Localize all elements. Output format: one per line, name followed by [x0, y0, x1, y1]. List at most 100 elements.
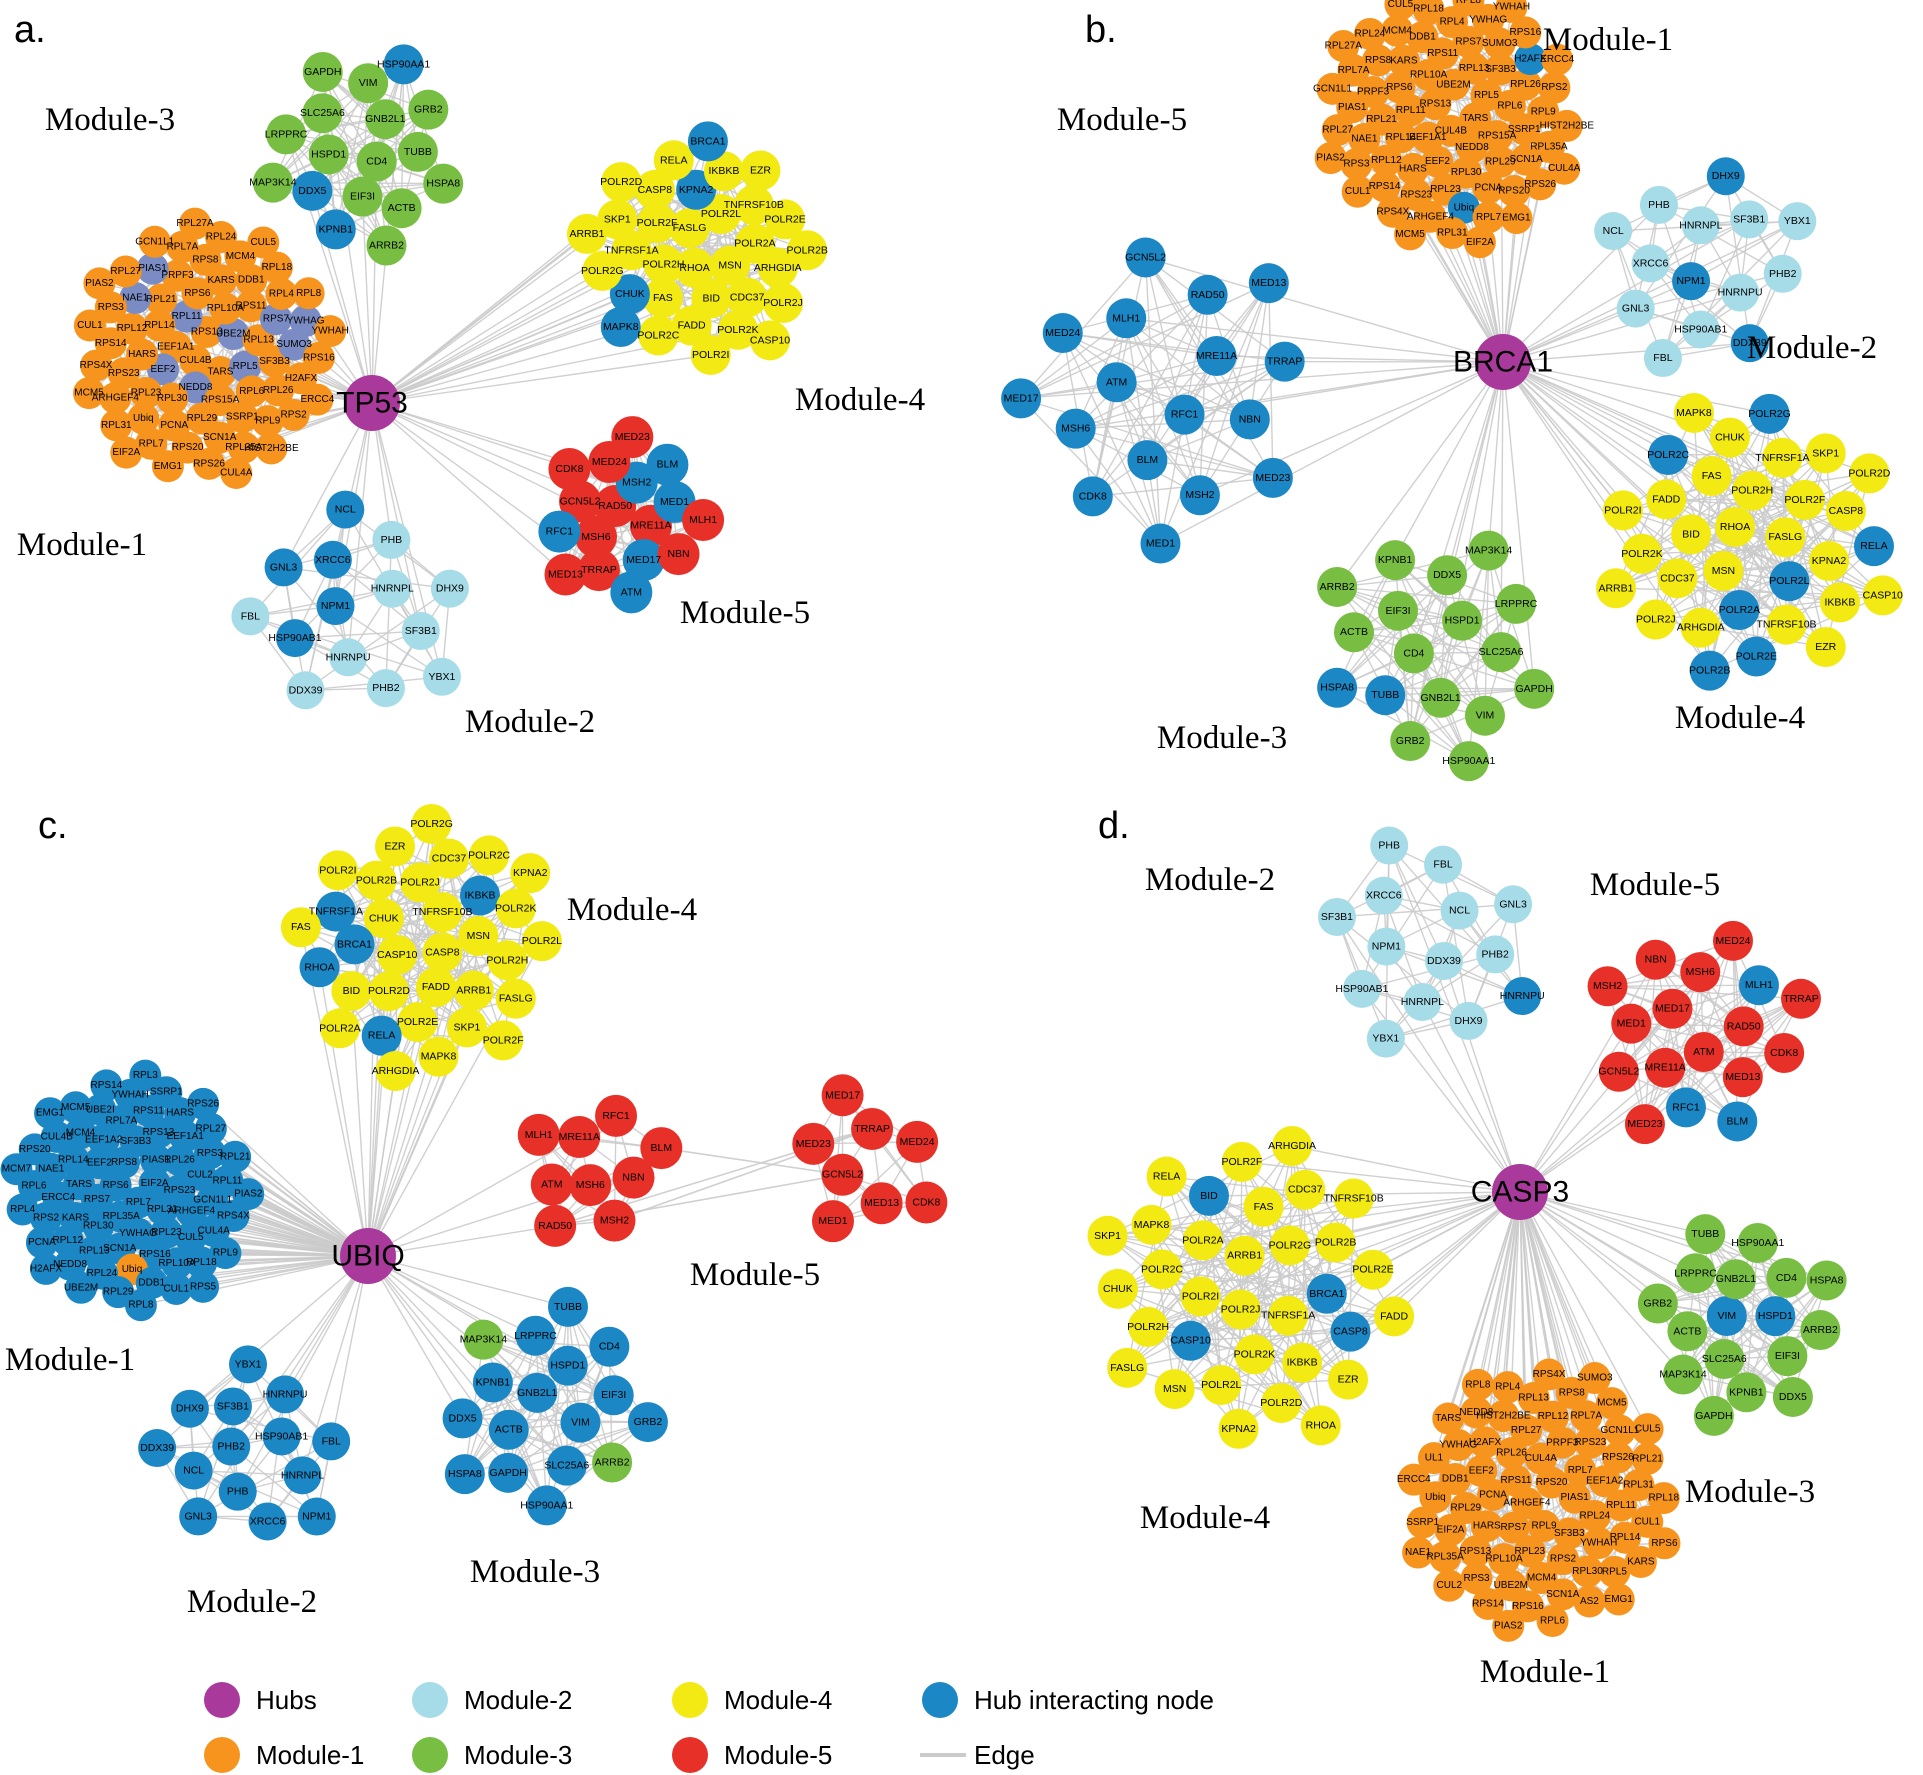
module-label-b-module5: Module-5 — [1057, 102, 1187, 138]
edge — [283, 566, 450, 590]
node-label-HSPA8: HSPA8 — [1810, 1274, 1844, 1286]
node-DDB1 — [1406, 21, 1439, 54]
node-label-TNFRSF10B: TNFRSF10B — [1324, 1192, 1384, 1204]
node-label-RPS11: RPS11 — [133, 1105, 164, 1116]
node-label-RPS23: RPS23 — [108, 368, 140, 379]
node-PCNA — [1472, 171, 1505, 204]
node-IKBKB — [1282, 1342, 1323, 1383]
node-label-CASP10: CASP10 — [750, 334, 790, 346]
node-RPL10A — [209, 292, 242, 325]
edge — [1409, 550, 1490, 742]
node-RPS4X — [1376, 195, 1409, 228]
node-label-POLR2B: POLR2B — [1689, 665, 1730, 677]
node-label-NEDD8: NEDD8 — [1455, 142, 1489, 153]
node-DDX5 — [292, 170, 333, 211]
node-SCN1A — [203, 421, 236, 454]
node-label-RPL29: RPL29 — [1485, 156, 1516, 167]
node-label-GCN1L1: GCN1L1 — [1313, 83, 1352, 94]
node-label-EEF1A1: EEF1A1 — [157, 341, 195, 352]
node-HARS — [1470, 1510, 1503, 1543]
legend-label-edge: Edge — [974, 1740, 1035, 1770]
node-RPS20 — [1498, 175, 1531, 208]
node-label-TRRAP: TRRAP — [581, 564, 617, 576]
node-TNFRSF1A — [611, 230, 652, 271]
node-RPL31 — [100, 409, 133, 442]
node-label-EEF1A2: EEF1A2 — [85, 1134, 123, 1145]
node-label-MED23: MED23 — [1255, 472, 1290, 484]
node-label-GCN1L1: GCN1L1 — [1600, 1425, 1639, 1436]
node-label-EEF1A1: EEF1A1 — [167, 1131, 205, 1142]
node-label-TRRAP: TRRAP — [854, 1123, 890, 1135]
node-ERCC4 — [1541, 43, 1574, 76]
node-label-UBE2M: UBE2M — [1494, 1580, 1528, 1591]
hub-edge — [1502, 291, 1741, 363]
module-label-d-module3: Module-3 — [1685, 1474, 1815, 1510]
node-HNRNPL — [283, 1456, 322, 1495]
node-RPL10A — [1488, 1543, 1521, 1576]
node-label-MSH2: MSH2 — [622, 477, 651, 489]
node-label-RPL10A: RPL10A — [158, 1258, 196, 1269]
node-label-RPS8: RPS8 — [1365, 55, 1392, 66]
node-HIST2H2BE — [1550, 109, 1583, 142]
node-label-POLR2D: POLR2D — [1848, 467, 1890, 479]
node-CDK8 — [548, 448, 591, 491]
node-FASLG — [669, 208, 710, 249]
module-label-b-module1: Module-1 — [1543, 22, 1673, 58]
node-label-SKP1: SKP1 — [604, 213, 631, 225]
node-NAE1 — [1348, 123, 1381, 156]
node-FAS — [1243, 1186, 1284, 1227]
node-label-POLR2L: POLR2L — [522, 935, 562, 947]
node-HNRNPL — [1681, 206, 1720, 245]
node-RFC1 — [595, 1094, 638, 1137]
node-label-MED1: MED1 — [1617, 1018, 1646, 1030]
node-EEF2 — [1465, 1455, 1498, 1488]
node-EZR — [1328, 1359, 1369, 1400]
node-label-RPL7: RPL7 — [126, 1197, 151, 1208]
node-POLR2L — [1769, 561, 1810, 602]
node-MCM5 — [59, 1091, 92, 1124]
node-label-RPL9: RPL9 — [1532, 1521, 1557, 1532]
node-label-POLR2I: POLR2I — [1604, 504, 1641, 516]
node-label-MCM7: MCM7 — [2, 1164, 32, 1175]
node-label-PHB2: PHB2 — [1769, 268, 1797, 280]
node-label-MSN: MSN — [467, 930, 490, 942]
node-label-HSPA8: HSPA8 — [448, 1468, 482, 1480]
node-MED23 — [1252, 457, 1293, 498]
node-label-PRPF3: PRPF3 — [161, 270, 194, 281]
node-GNB2L1 — [1420, 677, 1461, 718]
node-TRRAP — [577, 549, 620, 592]
node-POLR2L — [521, 921, 562, 962]
node-label-HSP90AB1: HSP90AB1 — [1674, 324, 1727, 336]
node-RPL5 — [1598, 1555, 1631, 1588]
node-label-CD4: CD4 — [1776, 1272, 1797, 1284]
node-FAS — [1691, 456, 1732, 497]
node-CUL2 — [1433, 1569, 1466, 1602]
node-label-UBE2I: UBE2I — [86, 1104, 115, 1115]
edge — [1704, 1233, 1821, 1331]
node-RAD50 — [534, 1204, 577, 1247]
node-label-YBX1: YBX1 — [1372, 1033, 1399, 1045]
node-label-KPNA2: KPNA2 — [513, 867, 548, 879]
node-CASP10 — [1862, 575, 1903, 616]
node-RPS15A — [1481, 120, 1514, 153]
node-POLR2F — [1784, 479, 1825, 520]
node-label-EIF3I: EIF3I — [601, 1389, 626, 1401]
node-RPL13 — [1458, 52, 1491, 85]
node-label-ARRB2: ARRB2 — [369, 240, 404, 252]
legend-label-module3: Module-3 — [464, 1740, 572, 1770]
node-label-GRB2: GRB2 — [414, 104, 443, 116]
node-label-RPL10A: RPL10A — [207, 303, 245, 314]
node-label-YBX1: YBX1 — [235, 1358, 262, 1370]
node-label-POLR2K: POLR2K — [1621, 548, 1662, 560]
node-HSPA8 — [1806, 1260, 1847, 1301]
edge — [1336, 574, 1448, 689]
node-FAS — [642, 277, 683, 318]
node-RPL24 — [205, 221, 238, 254]
node-RPL26 — [1495, 1437, 1528, 1470]
node-POLR2F — [1221, 1141, 1262, 1182]
node-label-CDK8: CDK8 — [912, 1196, 940, 1208]
edge — [1353, 603, 1517, 633]
hub-edge — [371, 233, 588, 404]
node-RHOA — [299, 947, 340, 988]
node-MSN — [458, 916, 499, 957]
